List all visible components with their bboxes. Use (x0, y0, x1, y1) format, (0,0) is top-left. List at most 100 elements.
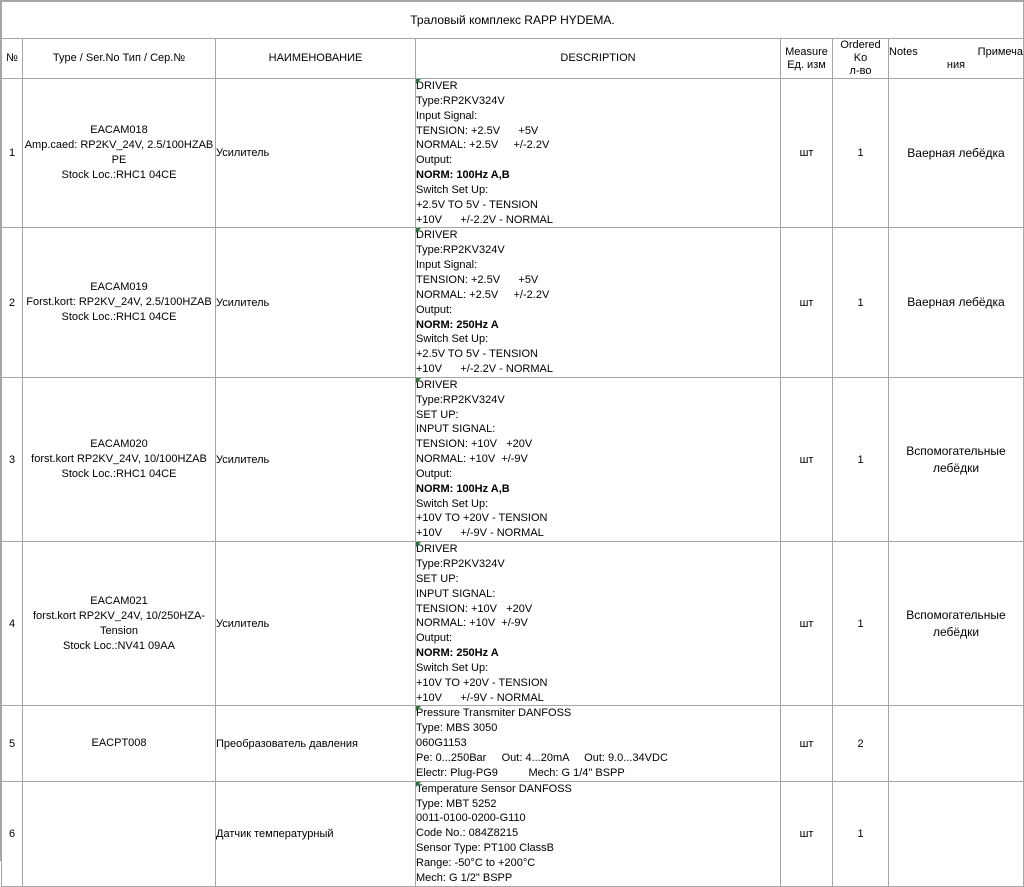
cell-notes[interactable]: Ваерная лебёдка (887, 77, 1024, 229)
description-line: +10V TO +20V - TENSION (416, 512, 548, 525)
description-line: NORM: 250Hz A (416, 318, 499, 331)
cell-notes[interactable] (887, 705, 1024, 782)
type-line: Amp.caed: RP2KV_24V, 2.5/100HZAB PE (24, 139, 214, 167)
description-line: Range: -50°C to +200°C (416, 856, 536, 869)
description-line: Type:RP2KV324V (416, 244, 505, 257)
description-line: +10V +/-2.2V - NORMAL (416, 213, 553, 226)
cell-type-serial[interactable] (22, 780, 216, 887)
cell-naimenovanie[interactable]: Преобразователь давления (215, 705, 416, 782)
description-line: DRIVER (416, 378, 458, 391)
table-row: 2 EACAM019 Forst.kort: RP2KV_24V, 2.5/100H… (1, 227, 1024, 378)
cell-naimenovanie[interactable]: Усилитель (215, 541, 416, 707)
cell-measure[interactable]: шт (780, 541, 833, 707)
cell-no[interactable]: 1 (1, 77, 23, 229)
description-line: INPUT SIGNAL: (416, 423, 496, 436)
cell-ordered-qty[interactable]: 1 (832, 541, 889, 707)
description-line: Output: (416, 154, 453, 167)
header-measure-ru: Ед. изм (787, 58, 826, 71)
description-line: 060G1153 (416, 737, 467, 750)
type-line: EACAM019 (90, 281, 148, 294)
type-line: Stock Loc.:NV41 09AA (63, 639, 175, 652)
cell-ordered-qty[interactable]: 1 (832, 780, 889, 887)
cell-ordered-qty[interactable]: 1 (832, 227, 889, 378)
cell-naimenovanie[interactable]: Усилитель (215, 376, 416, 543)
header-notes[interactable]: Notes Примеча ния (887, 38, 1024, 79)
cell-ordered-qty[interactable]: 2 (832, 705, 889, 782)
title-row: Траловый комплекс RAPP HYDEMA. (0, 1, 1024, 39)
header-measure-en: Measure (785, 45, 828, 58)
cell-notes[interactable] (887, 780, 1024, 887)
header-name[interactable]: НАИМЕНОВАНИЕ (215, 38, 416, 79)
header-measure[interactable]: Measure Ед. изм (780, 38, 833, 79)
description-line: Temperature Sensor DANFOSS (416, 782, 572, 795)
header-notes-ru-2: ния (946, 58, 966, 71)
header-notes-ru-1: Примеча (977, 45, 1024, 58)
cell-type-serial[interactable]: EACAM018 Amp.caed: RP2KV_24V, 2.5/100HZAB… (22, 77, 216, 229)
cell-type-serial[interactable]: EACPT008 (22, 705, 216, 782)
cell-type-serial[interactable]: EACAM019 Forst.kort: RP2KV_24V, 2.5/100HZ… (22, 227, 216, 378)
cell-naimenovanie[interactable]: Усилитель (215, 77, 416, 229)
cell-naimenovanie[interactable]: Датчик температурный (215, 780, 416, 887)
cell-measure[interactable]: шт (780, 705, 833, 782)
cell-measure[interactable]: шт (780, 376, 833, 543)
header-ordered[interactable]: Ordered Ko л-во (832, 38, 889, 79)
cell-measure[interactable]: шт (780, 227, 833, 378)
cell-type-serial[interactable]: EACAM020 forst.kort RP2KV_24V, 10/100HZAB… (22, 376, 216, 543)
comment-marker-icon (416, 228, 421, 234)
header-description[interactable]: DESCRIPTION (415, 38, 781, 79)
type-line: Stock Loc.:RHC1 04CE (61, 468, 177, 481)
cell-description[interactable]: DRIVER Type:RP2KV324V Input Signal: TENSION… (415, 227, 781, 378)
table-row: 3 EACAM020 forst.kort RP2KV_24V, 10/100HZA… (1, 376, 1024, 543)
cell-ordered-qty[interactable]: 1 (832, 77, 889, 229)
cell-no[interactable]: 6 (1, 780, 23, 887)
comment-marker-icon (416, 706, 421, 712)
comment-marker-icon (416, 79, 421, 84)
cell-no[interactable]: 4 (1, 541, 23, 707)
description-line: Type:RP2KV324V (416, 94, 505, 107)
cell-measure[interactable]: шт (780, 780, 833, 887)
type-line: EACAM021 (90, 594, 148, 607)
description-line: NORMAL: +10V +/-9V (416, 617, 528, 630)
cell-no[interactable]: 5 (1, 705, 23, 782)
cell-notes[interactable]: Вспомогательные лебёдки (887, 541, 1024, 707)
description-line: Code No.: 084Z8215 (416, 827, 519, 840)
description-line: +10V +/-2.2V - NORMAL (416, 363, 553, 376)
description-line: TENSION: +2.5V +5V (416, 124, 539, 137)
description-line: INPUT SIGNAL: (416, 587, 496, 600)
cell-naimenovanie[interactable]: Усилитель (215, 227, 416, 378)
cell-description[interactable]: Pressure Transmiter DANFOSS Type: MBS 305… (415, 705, 781, 782)
cell-no[interactable]: 2 (1, 227, 23, 378)
table-row: 4 EACAM021 forst.kort RP2KV_24V, 10/250HZA… (1, 541, 1024, 707)
cell-type-serial[interactable]: EACAM021 forst.kort RP2KV_24V, 10/250HZA-… (22, 541, 216, 707)
header-no[interactable]: № (1, 38, 23, 79)
description-line: Type:RP2KV324V (416, 558, 505, 570)
cell-description[interactable]: Temperature Sensor DANFOSS Type: MBT 5252… (415, 780, 781, 887)
description-line: TENSION: +10V +20V (416, 602, 533, 615)
type-line: EACAM018 (90, 124, 148, 137)
cell-description[interactable]: DRIVER Type:RP2KV324V Input Signal: TENSION… (415, 77, 781, 229)
cell-no[interactable]: 3 (1, 376, 23, 543)
cell-measure[interactable]: шт (780, 77, 833, 229)
description-line: 0011-0100-0200-G110 (416, 812, 526, 825)
description-line: DRIVER (416, 80, 458, 92)
description-line: NORMAL: +10V +/-9V (416, 453, 528, 466)
description-line: SET UP: (416, 572, 459, 585)
cell-description[interactable]: DRIVER Type:RP2KV324V SET UP: INPUT SIGNAL:… (415, 541, 781, 707)
description-line: Input Signal: (416, 259, 478, 272)
description-line: Switch Set Up: (416, 183, 489, 196)
description-line: Type: MBS 3050 (416, 722, 498, 735)
description-line: +10V TO +20V - TENSION (416, 676, 548, 689)
description-line: NORM: 100Hz A,B (416, 169, 510, 182)
cell-ordered-qty[interactable]: 1 (832, 376, 889, 543)
cell-notes[interactable]: Вспомогательные лебёдки (887, 376, 1024, 543)
description-line: Sensor Type: PT100 ClassB (416, 842, 554, 855)
cell-notes[interactable]: Ваерная лебёдка (887, 227, 1024, 378)
description-line: TENSION: +2.5V +5V (416, 273, 539, 286)
description-line: Output: (416, 632, 453, 645)
cell-description[interactable]: DRIVER Type:RP2KV324V SET UP: INPUT SIGNAL:… (415, 376, 781, 543)
type-line: EACAM020 (90, 438, 148, 451)
type-line: Stock Loc.:RHC1 04CE (61, 169, 177, 182)
header-type[interactable]: Type / Ser.No Тип / Сер.№ (22, 38, 216, 79)
table-row: 5 EACPT008 Преобразователь давления Pressur… (1, 705, 1024, 782)
